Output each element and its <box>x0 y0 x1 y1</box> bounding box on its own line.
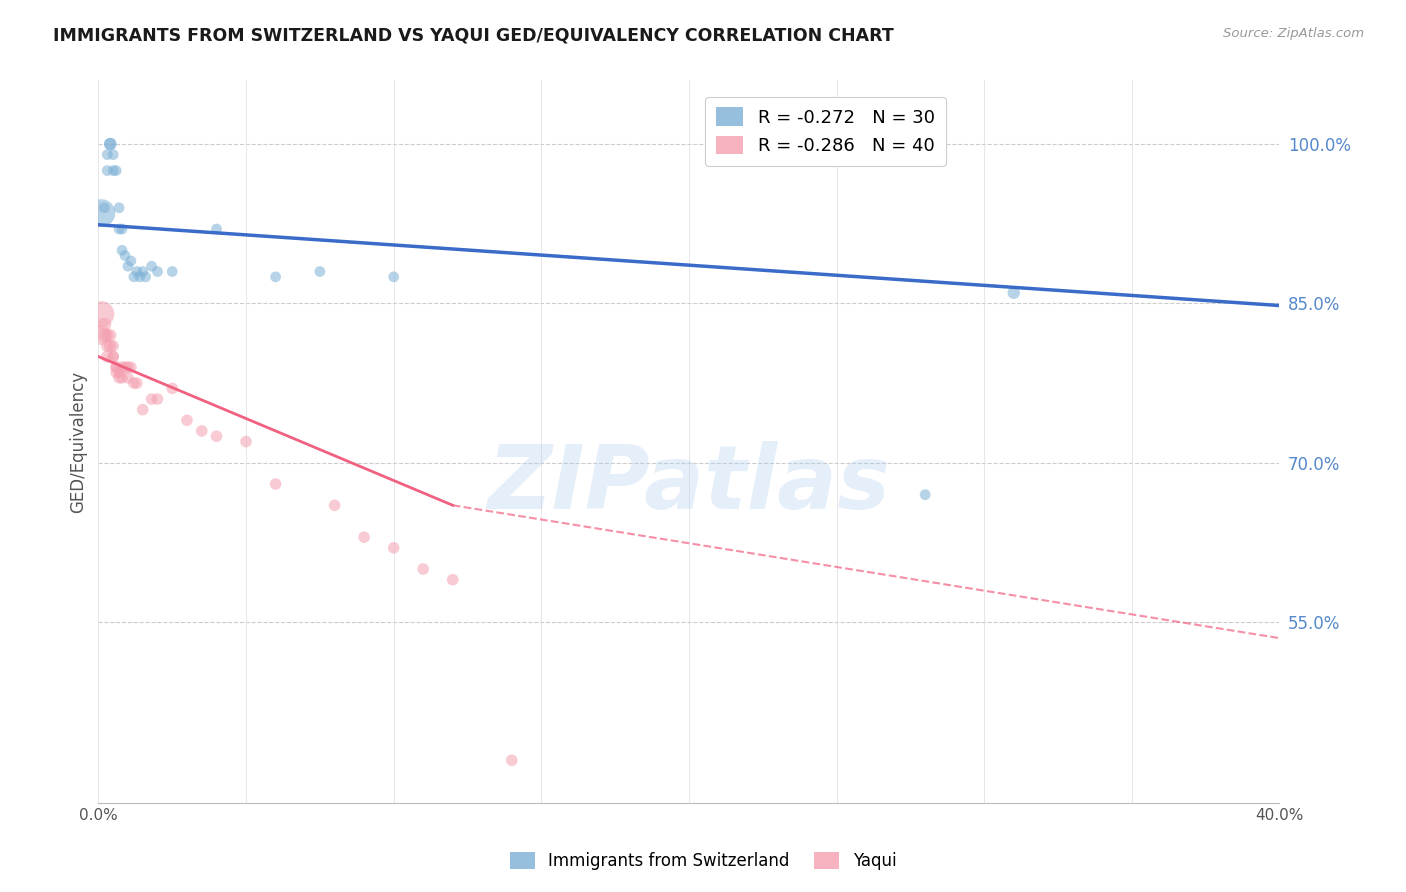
Point <box>132 264 155 278</box>
Point <box>122 376 145 390</box>
Point <box>98 136 121 151</box>
Point <box>103 163 125 178</box>
Point <box>382 541 405 555</box>
Point <box>96 163 118 178</box>
Point <box>114 360 136 375</box>
Point <box>235 434 257 449</box>
Point <box>162 264 183 278</box>
Point <box>382 269 405 284</box>
Point <box>176 413 198 427</box>
Point <box>103 339 125 353</box>
Point <box>108 371 131 385</box>
Point <box>90 206 112 220</box>
Point <box>501 753 523 767</box>
Point <box>98 339 121 353</box>
Point <box>353 530 375 544</box>
Point <box>120 254 142 268</box>
Point <box>103 350 125 364</box>
Point <box>125 376 148 390</box>
Point <box>96 328 118 343</box>
Text: IMMIGRANTS FROM SWITZERLAND VS YAQUI GED/EQUIVALENCY CORRELATION CHART: IMMIGRANTS FROM SWITZERLAND VS YAQUI GED… <box>53 27 894 45</box>
Text: ZIPatlas: ZIPatlas <box>488 442 890 528</box>
Point <box>111 360 134 375</box>
Point <box>105 366 128 380</box>
Point <box>90 307 112 321</box>
Point <box>117 371 139 385</box>
Point <box>141 259 163 273</box>
Legend: R = -0.272   N = 30, R = -0.286   N = 40: R = -0.272 N = 30, R = -0.286 N = 40 <box>706 96 946 166</box>
Point <box>111 222 134 236</box>
Point <box>122 269 145 284</box>
Point <box>128 269 150 284</box>
Point <box>105 360 128 375</box>
Point <box>117 259 139 273</box>
Point <box>323 498 346 512</box>
Point <box>96 350 118 364</box>
Point <box>914 488 936 502</box>
Point <box>90 328 112 343</box>
Point <box>98 136 121 151</box>
Point <box>108 222 131 236</box>
Point <box>191 424 214 438</box>
Point <box>205 429 228 443</box>
Point <box>1002 285 1025 300</box>
Legend: Immigrants from Switzerland, Yaqui: Immigrants from Switzerland, Yaqui <box>503 845 903 877</box>
Point <box>96 339 118 353</box>
Point <box>412 562 434 576</box>
Point <box>162 381 183 395</box>
Point <box>205 222 228 236</box>
Point <box>146 264 169 278</box>
Point <box>105 163 128 178</box>
Y-axis label: GED/Equivalency: GED/Equivalency <box>69 370 87 513</box>
Point <box>132 402 155 417</box>
Point <box>141 392 163 406</box>
Point <box>103 147 125 161</box>
Point <box>441 573 464 587</box>
Point <box>117 360 139 375</box>
Point <box>111 371 134 385</box>
Point <box>146 392 169 406</box>
Point <box>105 360 128 375</box>
Point <box>93 318 115 332</box>
Point <box>114 249 136 263</box>
Point <box>93 328 115 343</box>
Point <box>309 264 332 278</box>
Point <box>93 201 115 215</box>
Point <box>98 328 121 343</box>
Point <box>120 360 142 375</box>
Point <box>96 147 118 161</box>
Point <box>103 350 125 364</box>
Text: Source: ZipAtlas.com: Source: ZipAtlas.com <box>1223 27 1364 40</box>
Point <box>125 264 148 278</box>
Point <box>108 201 131 215</box>
Point <box>135 269 157 284</box>
Point <box>264 477 287 491</box>
Point <box>108 366 131 380</box>
Point <box>264 269 287 284</box>
Point <box>111 244 134 258</box>
